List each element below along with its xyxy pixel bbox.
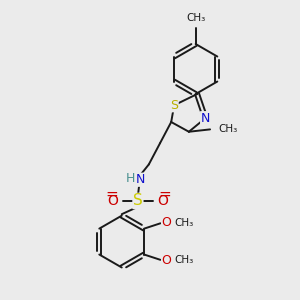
Text: H: H: [125, 172, 135, 185]
Text: CH₃: CH₃: [218, 124, 238, 134]
Text: N: N: [136, 173, 145, 186]
Text: CH₃: CH₃: [174, 218, 194, 228]
Text: O: O: [161, 254, 171, 267]
Text: S: S: [133, 194, 143, 208]
Text: CH₃: CH₃: [174, 255, 194, 266]
Text: O: O: [158, 194, 169, 208]
Text: N: N: [201, 112, 210, 125]
Text: =: =: [158, 187, 171, 202]
Text: S: S: [170, 99, 178, 112]
Text: =: =: [105, 187, 118, 202]
Text: CH₃: CH₃: [186, 13, 205, 22]
Text: O: O: [107, 194, 118, 208]
Text: O: O: [161, 216, 171, 229]
